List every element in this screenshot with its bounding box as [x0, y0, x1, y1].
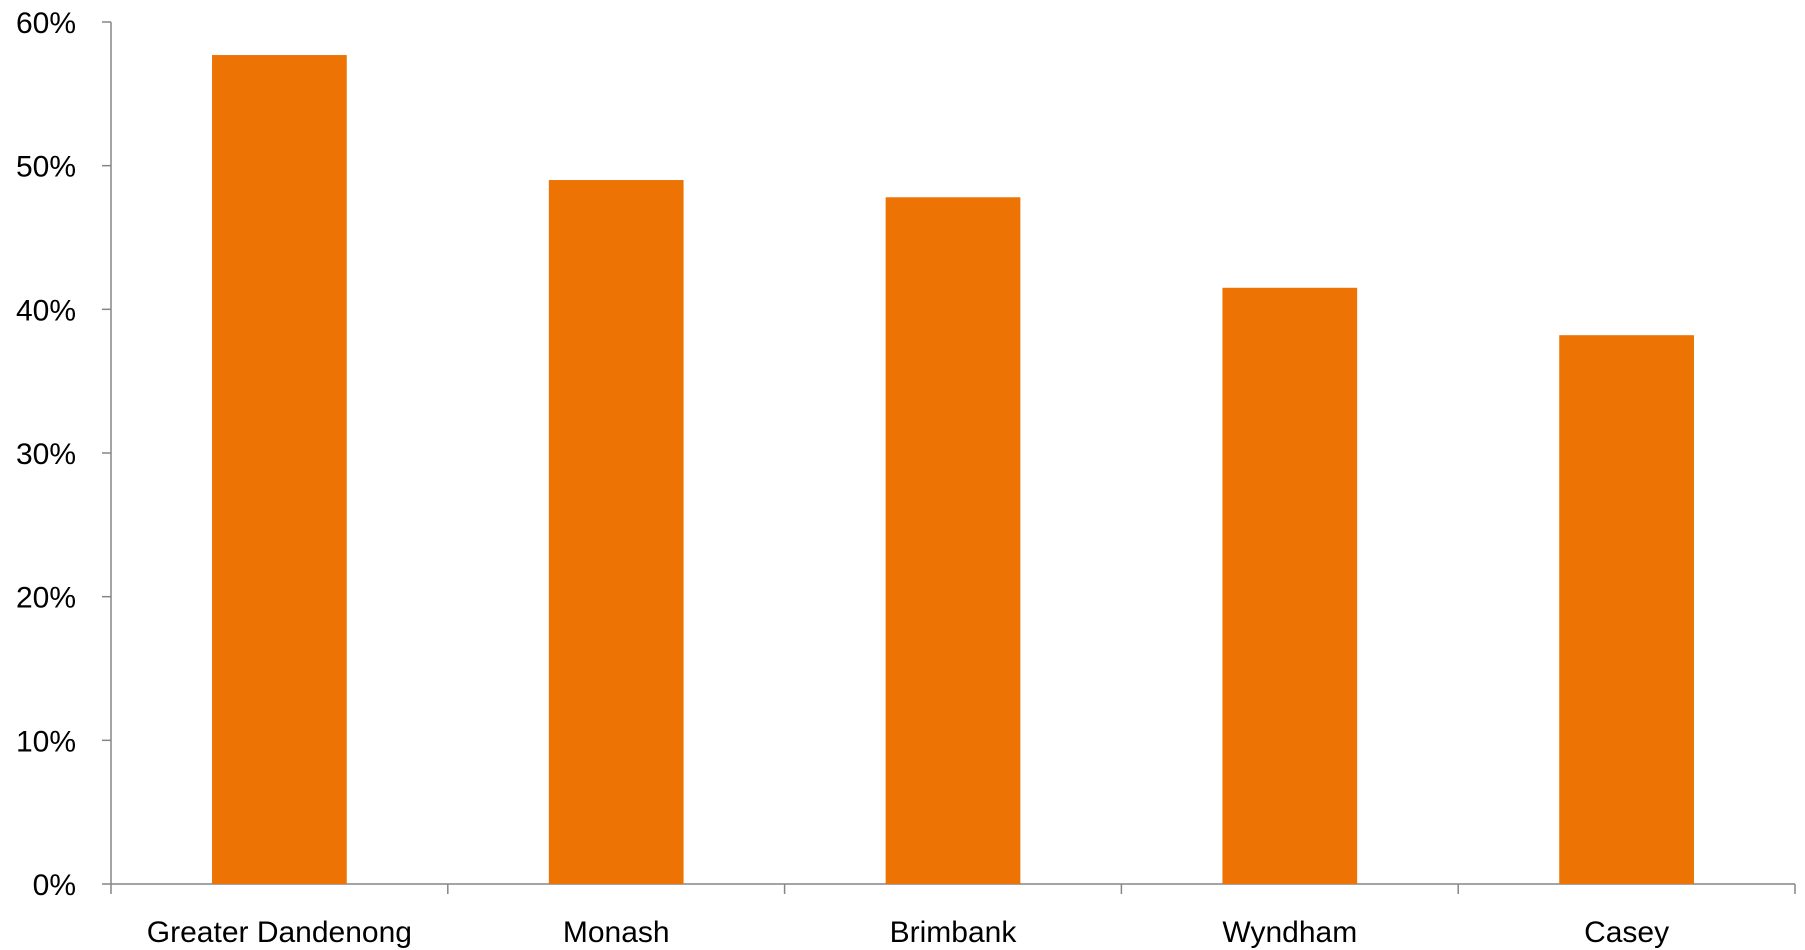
y-tick-label: 0% — [33, 869, 76, 902]
y-tick-label: 40% — [16, 294, 76, 327]
bar — [212, 55, 347, 884]
y-tick-label: 60% — [16, 7, 76, 40]
x-tick-label: Brimbank — [890, 916, 1018, 949]
x-tick-label: Monash — [563, 916, 670, 949]
bar — [1222, 287, 1358, 884]
y-axis: 0% 10% 20% 30% 40% 50% 60% — [16, 7, 112, 902]
x-tick-label: Wyndham — [1222, 916, 1357, 949]
bar — [885, 197, 1021, 885]
x-axis: Greater Dandenong Monash Brimbank Wyndham Ca… — [110, 883, 1796, 949]
y-tick-label: 20% — [16, 582, 76, 615]
bar — [1559, 335, 1694, 884]
bars — [212, 55, 1694, 885]
x-tick-label: Greater Dandenong — [147, 916, 412, 949]
y-tick-label: 10% — [16, 725, 76, 758]
y-tick-label: 30% — [16, 438, 76, 471]
x-tick-label: Casey — [1584, 916, 1669, 949]
bar — [548, 180, 684, 885]
y-tick-label: 50% — [16, 151, 76, 184]
